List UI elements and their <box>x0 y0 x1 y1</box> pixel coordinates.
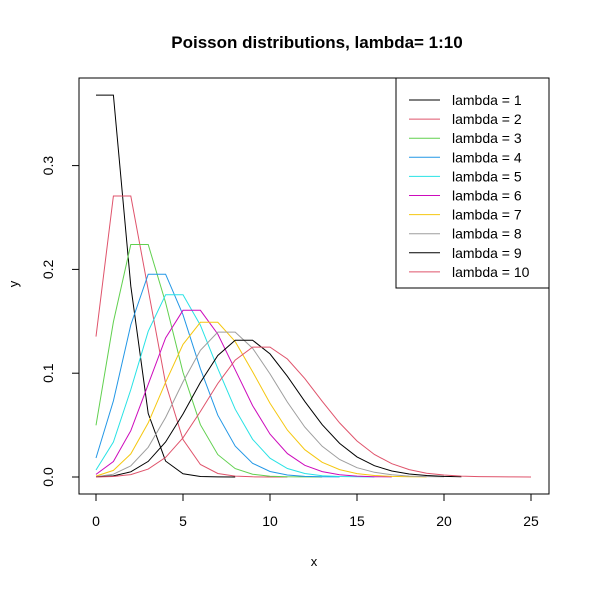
legend-label-lambda-8: lambda = 8 <box>452 226 522 242</box>
series-line-lambda-7 <box>95 321 427 478</box>
series-line-lambda-8 <box>95 331 445 478</box>
legend-label-lambda-5: lambda = 5 <box>452 168 522 184</box>
legend-label-lambda-2: lambda = 2 <box>452 111 522 127</box>
x-axis: 0 5 10 15 20 25 <box>92 493 539 529</box>
legend-label-lambda-10: lambda = 10 <box>452 264 530 280</box>
legend: lambda = 1 lambda = 2 lambda = 3 lambda = 4… <box>395 77 550 289</box>
x-tick-label: 25 <box>523 513 539 529</box>
x-tick-label: 10 <box>262 513 278 529</box>
y-tick-label: 0.1 <box>40 363 56 383</box>
x-tick-label: 15 <box>349 513 365 529</box>
x-tick-label: 0 <box>92 513 100 529</box>
legend-label-lambda-7: lambda = 7 <box>452 207 522 223</box>
series-line-lambda-4 <box>95 273 340 478</box>
series-line-lambda-1 <box>96 94 236 478</box>
y-tick-label: 0.2 <box>40 259 56 279</box>
series-lines <box>95 94 532 478</box>
series-line-lambda-6 <box>95 309 392 478</box>
series-line-lambda-2 <box>95 195 288 478</box>
x-tick-label: 5 <box>179 513 187 529</box>
x-tick-label: 20 <box>436 513 452 529</box>
y-axis-label: y <box>6 280 21 287</box>
x-axis-label: x <box>311 554 318 569</box>
y-axis: 0.0 0.1 0.2 0.3 <box>40 156 80 487</box>
legend-label-lambda-9: lambda = 9 <box>452 245 522 261</box>
series-line-lambda-3 <box>95 244 323 478</box>
series-line-lambda-5 <box>95 294 375 478</box>
chart-title: Poisson distributions, lambda= 1:10 <box>171 33 462 52</box>
legend-label-lambda-4: lambda = 4 <box>452 149 522 165</box>
legend-label-lambda-6: lambda = 6 <box>452 188 522 204</box>
legend-label-lambda-3: lambda = 3 <box>452 130 522 146</box>
series-line-lambda-9 <box>95 339 462 478</box>
y-tick-label: 0.3 <box>40 156 56 176</box>
y-tick-label: 0.0 <box>40 467 56 487</box>
legend-label-lambda-1: lambda = 1 <box>452 92 522 108</box>
series-line-lambda-10 <box>95 346 532 478</box>
legend-box <box>395 77 550 289</box>
